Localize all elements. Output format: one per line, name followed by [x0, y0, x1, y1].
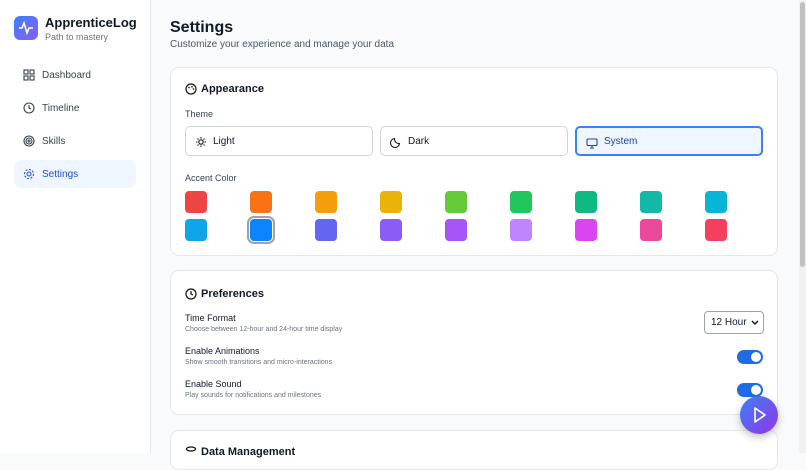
appearance-card: Appearance Theme Accent Color Light Dark S… — [170, 67, 778, 256]
setting-label: Time Format — [185, 313, 236, 323]
scroll-thumb[interactable] — [800, 2, 805, 267]
theme-option[interactable]: Dark — [380, 126, 568, 156]
accent-swatch[interactable] — [705, 219, 727, 241]
data-management-card: Data Management — [170, 430, 778, 470]
select[interactable]: 12 Hour — [704, 311, 764, 334]
sidebar: ApprenticeLog Path to mastery Dashboard T… — [0, 0, 151, 453]
theme-label: Theme — [185, 109, 214, 119]
setting-label: Enable Sound — [185, 379, 242, 389]
toggle[interactable] — [737, 383, 763, 397]
accent-swatch[interactable] — [445, 191, 467, 213]
section-title: Appearance — [201, 83, 264, 95]
theme-icon — [390, 137, 401, 148]
scrollbar — [799, 0, 806, 453]
accent-swatch[interactable] — [315, 191, 337, 213]
accent-swatch[interactable] — [510, 191, 532, 213]
accent-swatch[interactable] — [315, 219, 337, 241]
accent-swatch[interactable] — [185, 191, 207, 213]
logo — [14, 16, 38, 40]
accent-swatch[interactable] — [575, 191, 597, 213]
accent-swatch[interactable] — [705, 191, 727, 213]
theme-option[interactable]: Light — [185, 126, 373, 156]
setting-description: Play sounds for notifications and milest… — [185, 392, 322, 399]
palette-icon — [185, 83, 197, 95]
accent-swatch[interactable] — [380, 191, 402, 213]
accent-swatch[interactable] — [380, 219, 402, 241]
theme-icon — [586, 138, 598, 149]
theme-option[interactable]: System — [575, 126, 763, 156]
nav-item[interactable]: Skills — [14, 127, 136, 155]
chevron — [751, 320, 759, 325]
accent-label: Accent Color — [185, 173, 237, 183]
page-title: Settings — [170, 19, 234, 36]
setting-description: Show smooth transitions and micro-intera… — [185, 359, 333, 366]
brand: ApprenticeLog — [45, 15, 137, 30]
accent-swatch[interactable] — [510, 219, 532, 241]
nav-item[interactable]: Dashboard — [14, 61, 136, 89]
accent-swatch[interactable] — [250, 191, 272, 213]
page-subtitle: Customize your experience and manage you… — [170, 39, 395, 50]
nav-item[interactable]: Timeline — [14, 94, 136, 122]
section-title: Data Management — [201, 446, 296, 458]
accent-swatch[interactable] — [640, 191, 662, 213]
accent-swatch[interactable] — [575, 219, 597, 241]
theme-icon — [196, 137, 206, 147]
toggle[interactable] — [737, 350, 763, 364]
preferences-card: Preferences Time Format Choose between 12… — [170, 270, 778, 415]
nav-icon — [23, 69, 35, 81]
accent-swatch[interactable] — [640, 219, 662, 241]
clock-icon — [185, 288, 197, 300]
nav-icon — [23, 102, 35, 114]
tagline: Path to mastery — [45, 32, 109, 42]
section-title: Preferences — [201, 288, 264, 300]
nav-icon — [23, 168, 35, 180]
nav-item[interactable]: Settings — [14, 160, 136, 188]
accent-swatch[interactable] — [445, 219, 467, 241]
database-icon — [185, 446, 197, 452]
setting-label: Enable Animations — [185, 346, 260, 356]
play-button[interactable] — [740, 396, 778, 434]
accent-swatch[interactable] — [247, 216, 275, 244]
accent-swatch[interactable] — [185, 219, 207, 241]
setting-description: Choose between 12-hour and 24-hour time … — [185, 326, 343, 333]
nav-icon — [23, 135, 35, 147]
